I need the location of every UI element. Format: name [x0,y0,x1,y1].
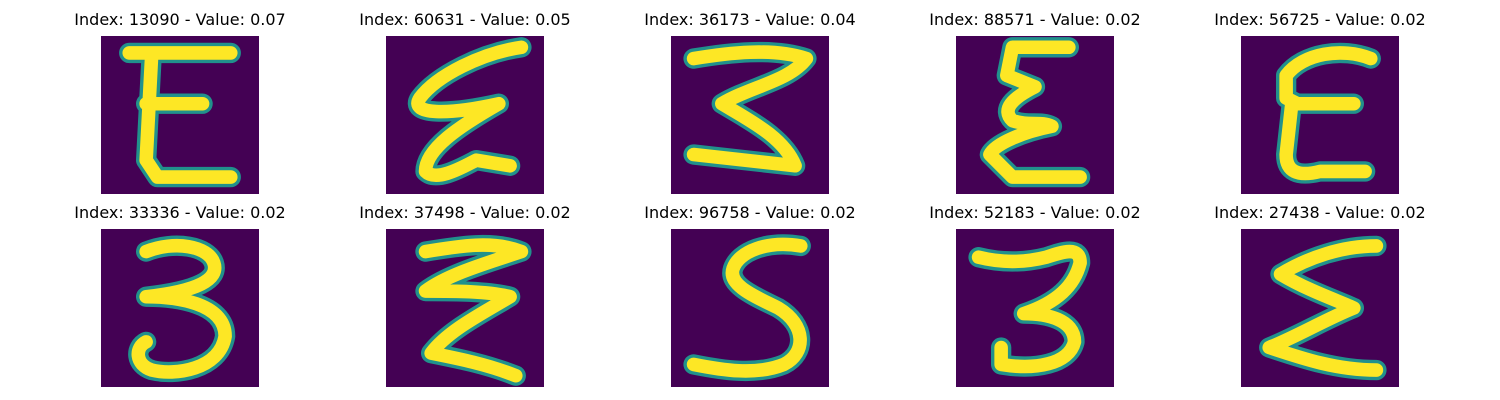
digit-image [956,229,1114,387]
digit-image [386,36,544,194]
digit-image [671,229,829,387]
panel-title: Index: 27438 - Value: 0.02 [1214,203,1426,222]
digit-image [1241,36,1399,194]
panel-title: Index: 13090 - Value: 0.07 [74,10,286,29]
digit-image [101,36,259,194]
panel-title: Index: 60631 - Value: 0.05 [359,10,571,29]
panel-8: Index: 96758 - Value: 0.02 [635,202,865,392]
panel-title: Index: 96758 - Value: 0.02 [644,203,856,222]
digit-image [671,36,829,194]
panel-title: Index: 33336 - Value: 0.02 [74,203,286,222]
panel-9: Index: 52183 - Value: 0.02 [920,202,1150,392]
panel-title: Index: 88571 - Value: 0.02 [929,10,1141,29]
panel-title: Index: 36173 - Value: 0.04 [644,10,856,29]
digit-image [1241,229,1399,387]
panel-4: Index: 88571 - Value: 0.02 [920,9,1150,199]
panel-10: Index: 27438 - Value: 0.02 [1205,202,1435,392]
panel-7: Index: 37498 - Value: 0.02 [350,202,580,392]
panel-1: Index: 13090 - Value: 0.07 [65,9,295,199]
panel-6: Index: 33336 - Value: 0.02 [65,202,295,392]
digit-image [101,229,259,387]
panel-title: Index: 52183 - Value: 0.02 [929,203,1141,222]
panel-2: Index: 60631 - Value: 0.05 [350,9,580,199]
panel-title: Index: 37498 - Value: 0.02 [359,203,571,222]
panel-title: Index: 56725 - Value: 0.02 [1214,10,1426,29]
digit-image [956,36,1114,194]
panel-5: Index: 56725 - Value: 0.02 [1205,9,1435,199]
panel-3: Index: 36173 - Value: 0.04 [635,9,865,199]
digit-image [386,229,544,387]
